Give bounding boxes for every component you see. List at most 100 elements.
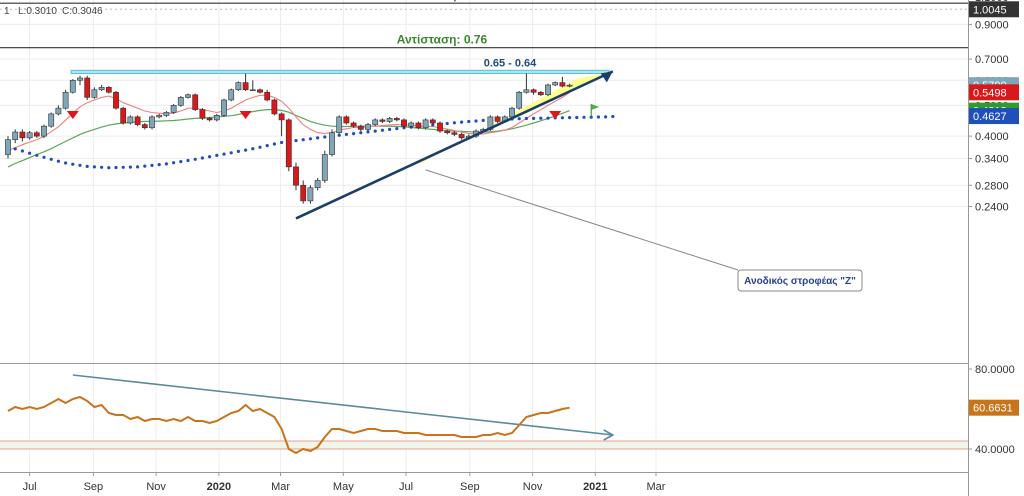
dotted-point bbox=[107, 166, 111, 170]
candle-body bbox=[257, 89, 263, 93]
rsi-grid bbox=[29, 364, 657, 472]
candle-body bbox=[422, 119, 429, 129]
candle-body bbox=[127, 116, 134, 124]
candle-body bbox=[48, 113, 55, 127]
candle-body bbox=[84, 77, 91, 98]
dotted-point bbox=[172, 161, 176, 165]
dotted-point bbox=[100, 165, 104, 169]
zone-label: 0.65 - 0.64 bbox=[484, 57, 537, 69]
dotted-point bbox=[611, 114, 615, 119]
dotted-point bbox=[56, 159, 61, 163]
candle bbox=[415, 121, 422, 130]
peak-marker bbox=[239, 111, 252, 119]
dotted-point bbox=[150, 163, 154, 167]
candle bbox=[552, 81, 559, 87]
dotted-point bbox=[251, 147, 255, 151]
candle bbox=[393, 116, 400, 122]
dotted-point bbox=[474, 119, 478, 123]
dotted-point bbox=[200, 156, 204, 160]
dotted-point bbox=[359, 131, 363, 135]
dotted-point bbox=[546, 116, 550, 120]
peak-marker bbox=[549, 111, 562, 119]
candle bbox=[228, 88, 235, 102]
candle bbox=[249, 80, 256, 92]
y-tick-label: 0.2800 bbox=[975, 180, 1009, 192]
candle bbox=[530, 88, 537, 95]
y-tick-label: 0.3400 bbox=[975, 154, 1009, 166]
peak-markers bbox=[66, 111, 562, 119]
dotted-point bbox=[280, 140, 284, 145]
rsi-value-label: 60.6631 bbox=[973, 403, 1013, 415]
candle bbox=[372, 118, 379, 127]
candle bbox=[437, 121, 443, 133]
dotted-point bbox=[402, 126, 406, 130]
dotted-point bbox=[460, 120, 464, 124]
dotted-point bbox=[366, 130, 370, 134]
annotation-leader bbox=[425, 169, 739, 271]
candle bbox=[516, 91, 523, 110]
candle-body bbox=[566, 84, 573, 87]
candle bbox=[33, 131, 40, 138]
flag-icon bbox=[590, 104, 600, 118]
candle-body bbox=[26, 132, 33, 139]
candle bbox=[365, 122, 371, 132]
dotted-point bbox=[481, 118, 485, 122]
candle bbox=[105, 86, 112, 94]
candle bbox=[408, 121, 415, 128]
dotted-point bbox=[78, 163, 82, 167]
dotted-point bbox=[143, 164, 147, 168]
dotted-point bbox=[532, 116, 536, 120]
y-tick-label: 0.9000 bbox=[975, 19, 1009, 31]
dotted-point bbox=[215, 153, 219, 157]
candle-body bbox=[437, 122, 443, 132]
dotted-point bbox=[28, 151, 32, 155]
candle-body bbox=[91, 89, 98, 98]
dotted-point bbox=[64, 161, 68, 165]
price-badge-label: 0.5498 bbox=[973, 87, 1007, 99]
candle-body bbox=[444, 130, 451, 134]
candle-body bbox=[523, 89, 530, 93]
dotted-point bbox=[179, 160, 183, 164]
candle-body bbox=[537, 91, 544, 96]
x-tick-label: Sep bbox=[84, 481, 104, 493]
rsi-value-badge bbox=[969, 399, 1019, 416]
candle bbox=[336, 115, 343, 135]
candle bbox=[458, 132, 465, 140]
candle bbox=[401, 118, 407, 128]
candle bbox=[386, 116, 393, 123]
dotted-point bbox=[157, 163, 161, 167]
candle-body bbox=[177, 97, 184, 106]
candle bbox=[343, 115, 350, 125]
dotted-point bbox=[337, 133, 341, 137]
dotted-point bbox=[13, 147, 17, 151]
candle bbox=[278, 112, 285, 137]
candle bbox=[235, 81, 242, 92]
candle bbox=[206, 116, 213, 122]
candle-body bbox=[343, 116, 350, 124]
dotted-point bbox=[35, 153, 39, 157]
candle-body bbox=[329, 132, 335, 155]
candle bbox=[321, 150, 328, 183]
rsi-tick-label: 40.0000 bbox=[975, 444, 1015, 456]
candle bbox=[26, 131, 33, 140]
candle bbox=[48, 112, 55, 128]
candle-body bbox=[509, 107, 515, 118]
dotted-point bbox=[517, 117, 521, 121]
x-tick-label: 2020 bbox=[207, 481, 231, 493]
candle bbox=[55, 105, 62, 116]
dotted-point bbox=[445, 121, 449, 126]
candle bbox=[62, 89, 69, 110]
candle-body bbox=[213, 115, 220, 121]
candle-body bbox=[55, 107, 62, 115]
candle-body bbox=[33, 132, 40, 137]
dotted-point bbox=[301, 138, 305, 142]
candle bbox=[242, 73, 249, 92]
y-tick-label: 0.2400 bbox=[975, 201, 1009, 213]
time-axis: Jul Sep Nov 2020 Mar May Jul Sep Nov 2021 Mar bbox=[23, 472, 666, 493]
candle-body bbox=[185, 94, 191, 98]
dotted-point bbox=[395, 127, 399, 131]
rsi-trendline-line bbox=[72, 374, 613, 436]
dotted-point bbox=[568, 116, 572, 120]
dotted-point bbox=[164, 162, 168, 166]
y-tick-label: 0.7000 bbox=[975, 54, 1009, 66]
